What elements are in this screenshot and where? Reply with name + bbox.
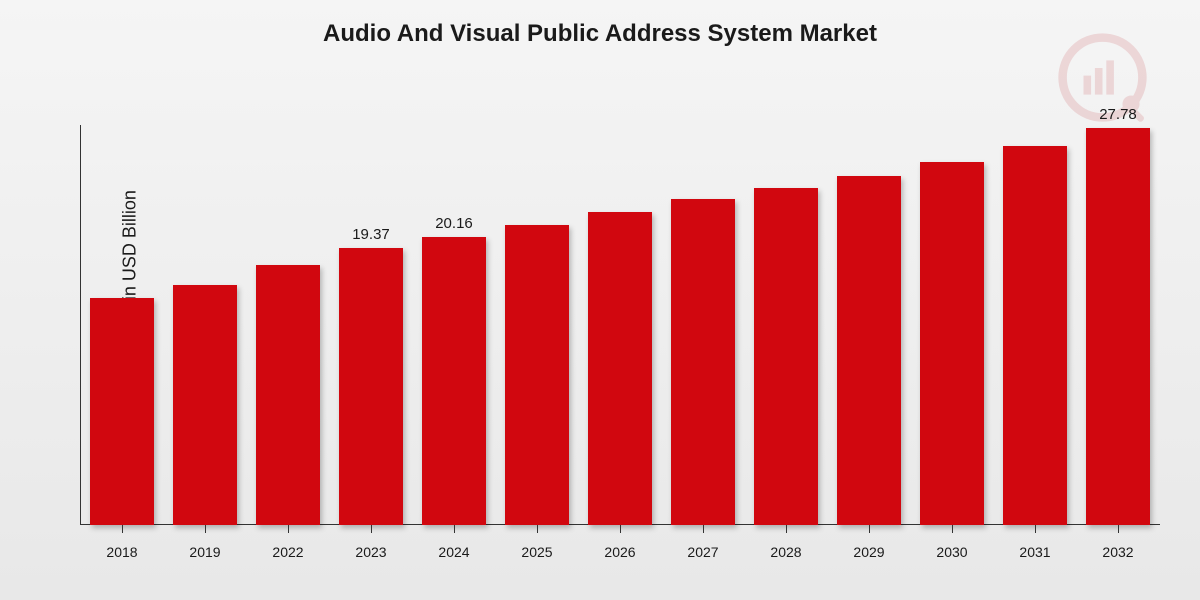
tick-mark (90, 525, 154, 533)
x-tick-label: 2029 (837, 544, 901, 560)
tick-mark (837, 525, 901, 533)
bar (422, 237, 486, 525)
bar-2019 (173, 285, 237, 525)
bar-value-label: 19.37 (352, 226, 390, 243)
bar-2030 (920, 162, 984, 525)
bar (1003, 146, 1067, 525)
bar-value-label: 20.16 (435, 215, 473, 232)
bar (256, 265, 320, 525)
bar-2022 (256, 265, 320, 525)
x-tick-label: 2019 (173, 544, 237, 560)
bar-2025 (505, 225, 569, 525)
x-tick-label: 2018 (90, 544, 154, 560)
bar-2031 (1003, 146, 1067, 525)
x-tick-label: 2023 (339, 544, 403, 560)
chart-container: Audio And Visual Public Address System M… (0, 0, 1200, 600)
tick-mark (920, 525, 984, 533)
x-tick-label: 2024 (422, 544, 486, 560)
bar (505, 225, 569, 525)
bar-2028 (754, 188, 818, 525)
bar-2018 (90, 298, 154, 525)
tick-mark (173, 525, 237, 533)
x-tick-marks (80, 525, 1160, 533)
bar (339, 248, 403, 525)
bar (837, 176, 901, 525)
bar (173, 285, 237, 525)
bar (90, 298, 154, 525)
bar-2026 (588, 212, 652, 525)
tick-mark (588, 525, 652, 533)
x-tick-labels: 2018 2019 2022 2023 2024 2025 2026 2027 2028 2029… (80, 544, 1160, 560)
bar-2027 (671, 199, 735, 525)
x-tick-label: 2026 (588, 544, 652, 560)
bar-2029 (837, 176, 901, 525)
x-tick-label: 2031 (1003, 544, 1067, 560)
bars-container: 19.37 20.16 27.78 (80, 125, 1160, 525)
plot: 19.3720.1627.78 201820192022202320242025… (80, 125, 1160, 525)
bar (920, 162, 984, 525)
x-tick-label: 2028 (754, 544, 818, 560)
tick-mark (1086, 525, 1150, 533)
tick-mark (505, 525, 569, 533)
bar-2032: 27.78 (1086, 128, 1150, 525)
tick-mark (1003, 525, 1067, 533)
bar-2023: 19.37 (339, 248, 403, 525)
bar (671, 199, 735, 525)
bar-value-label: 27.78 (1099, 106, 1137, 123)
chart-title: Audio And Visual Public Address System M… (0, 0, 1200, 48)
tick-mark (256, 525, 320, 533)
x-tick-label: 2032 (1086, 544, 1150, 560)
bar (588, 212, 652, 525)
tick-mark (671, 525, 735, 533)
x-tick-label: 2025 (505, 544, 569, 560)
bar-2024: 20.16 (422, 237, 486, 525)
x-tick-label: 2022 (256, 544, 320, 560)
tick-mark (754, 525, 818, 533)
tick-mark (339, 525, 403, 533)
plot-area: 19.3720.1627.78 201820192022202320242025… (80, 125, 1160, 525)
x-tick-label: 2027 (671, 544, 735, 560)
tick-mark (422, 525, 486, 533)
x-tick-label: 2030 (920, 544, 984, 560)
bar (754, 188, 818, 525)
bar (1086, 128, 1150, 525)
